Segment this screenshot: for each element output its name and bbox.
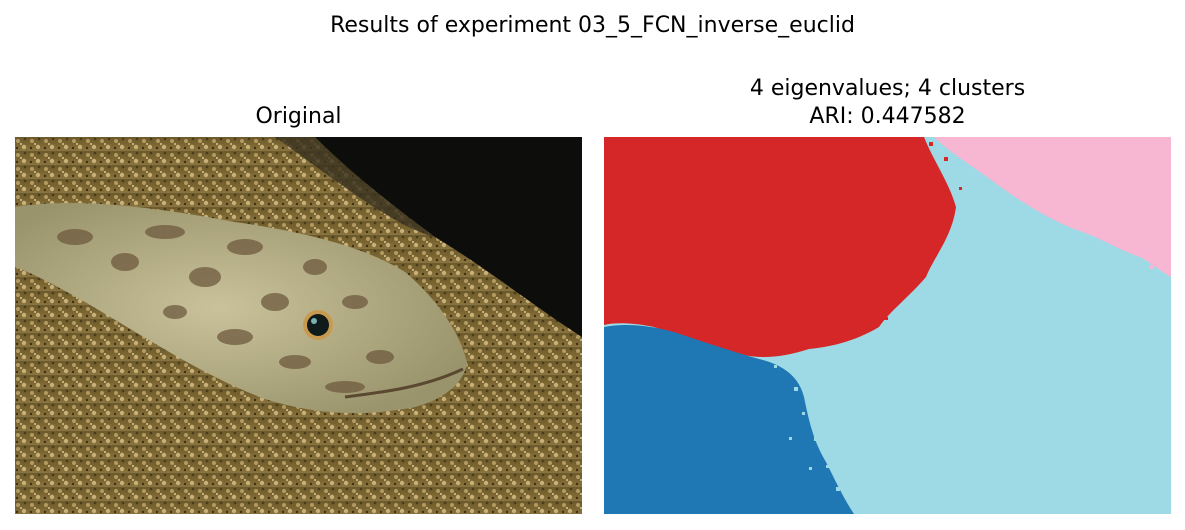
segmentation-panel-title: 4 eigenvalues; 4 clusters ARI: 0.447582	[604, 75, 1171, 131]
segmentation-title-line1: 4 eigenvalues; 4 clusters	[749, 76, 1026, 101]
original-panel-title: Original	[255, 104, 342, 129]
segmentation-title-line2: ARI: 0.447582	[809, 104, 966, 129]
cluster-pink	[934, 137, 1171, 277]
original-image-drawing	[15, 137, 582, 514]
segmentation-image	[604, 137, 1171, 514]
cluster-red	[604, 137, 956, 357]
original-image	[15, 137, 582, 514]
figure-suptitle: Results of experiment 03_5_FCN_inverse_e…	[330, 13, 855, 38]
segmentation-drawing	[604, 137, 1171, 514]
cluster-blue	[604, 324, 854, 514]
